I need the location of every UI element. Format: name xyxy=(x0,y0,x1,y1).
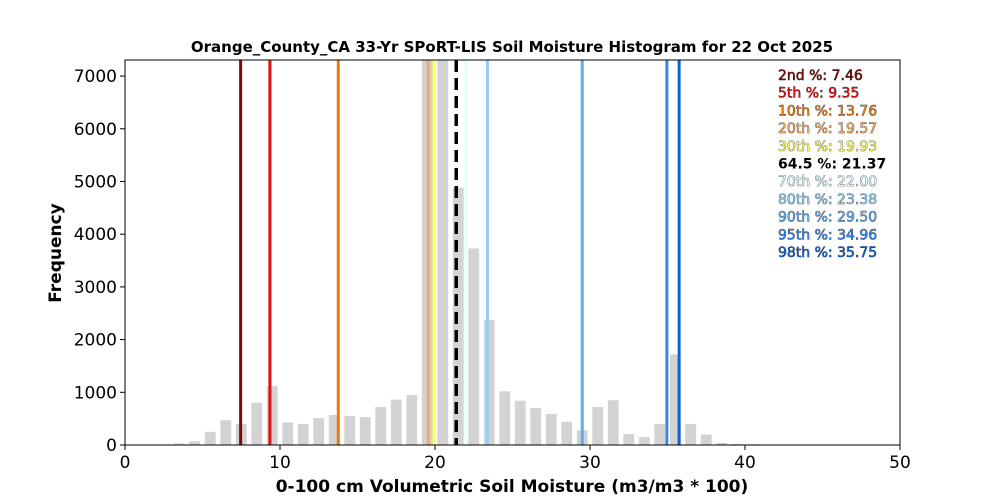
percentile-legend-entry: 98th %: 35.75 xyxy=(778,245,877,261)
histogram-bar xyxy=(545,413,557,445)
histogram-bar xyxy=(452,187,464,446)
plot-frame xyxy=(124,59,901,446)
y-tick-label: 7000 xyxy=(74,67,117,87)
histogram-bar xyxy=(406,394,418,445)
percentile-legend-entry: 70th %: 22.00 xyxy=(778,174,877,190)
chart-title: Orange_County_CA 33-Yr SPoRT-LIS Soil Mo… xyxy=(191,38,833,56)
percentile-legend-entry: 80th %: 23.38 xyxy=(778,192,877,208)
histogram-bar xyxy=(716,442,728,445)
percentile-legend-entry: 10th %: 13.76 xyxy=(778,103,877,119)
histogram-bar xyxy=(731,443,743,445)
x-tick-label: 20 xyxy=(424,453,446,473)
histogram-bar xyxy=(313,418,325,445)
y-tick-label: 2000 xyxy=(74,331,117,351)
x-axis-label: 0-100 cm Volumetric Soil Moisture (m3/m3… xyxy=(276,477,749,497)
histogram-bar xyxy=(375,407,387,445)
histogram-bar xyxy=(483,320,495,445)
percentile-legend-entry: 95th %: 34.96 xyxy=(778,227,877,243)
histogram-bar xyxy=(437,60,449,445)
x-tick-label: 0 xyxy=(120,453,131,473)
histogram-bar xyxy=(607,400,619,445)
percentile-legend-entry: 64.5 %: 21.37 xyxy=(778,157,886,173)
percentile-legend-entry: 2nd %: 7.46 xyxy=(778,68,863,84)
histogram-bar xyxy=(220,420,232,445)
histogram-bar xyxy=(561,421,573,445)
x-tick-label: 40 xyxy=(734,453,756,473)
histogram-bar xyxy=(623,433,635,445)
histogram-bar xyxy=(282,422,294,445)
percentile-legend-entry: 20th %: 19.57 xyxy=(778,121,877,137)
percentile-legend-entry: 30th %: 19.93 xyxy=(778,139,877,155)
y-axis-label: Frequency xyxy=(46,203,66,303)
histogram-bar xyxy=(685,423,697,445)
histogram-bar xyxy=(390,399,402,445)
histogram-bar xyxy=(654,423,666,445)
x-tick-label: 10 xyxy=(269,453,291,473)
y-tick-label: 0 xyxy=(106,436,117,456)
histogram-bar xyxy=(359,417,371,445)
histogram-bar xyxy=(514,400,526,445)
histogram-bar xyxy=(592,407,604,445)
histogram-bar xyxy=(530,408,542,445)
percentile-legend-entry: 5th %: 9.35 xyxy=(778,86,859,102)
histogram-bar xyxy=(700,434,712,445)
y-tick-label: 4000 xyxy=(74,225,117,245)
histogram-bar xyxy=(328,414,340,445)
percentile-legend-entry: 90th %: 29.50 xyxy=(778,210,877,226)
x-tick-label: 30 xyxy=(579,453,601,473)
y-tick-label: 6000 xyxy=(74,120,117,140)
histogram-bar xyxy=(251,402,263,445)
histogram-bar xyxy=(266,385,278,445)
x-tick-label: 50 xyxy=(889,453,911,473)
histogram-bar xyxy=(468,248,480,445)
histogram-bar xyxy=(204,431,216,445)
histogram-bar xyxy=(499,391,511,445)
histogram-bar xyxy=(344,416,356,445)
histogram-bar xyxy=(669,354,681,445)
y-tick-label: 3000 xyxy=(74,278,117,298)
histogram-bar xyxy=(189,441,201,445)
histogram-bar xyxy=(173,443,185,445)
histogram-bar xyxy=(297,423,309,445)
y-tick-label: 1000 xyxy=(74,383,117,403)
y-tick-label: 5000 xyxy=(74,172,117,192)
histogram-bar xyxy=(638,437,650,445)
